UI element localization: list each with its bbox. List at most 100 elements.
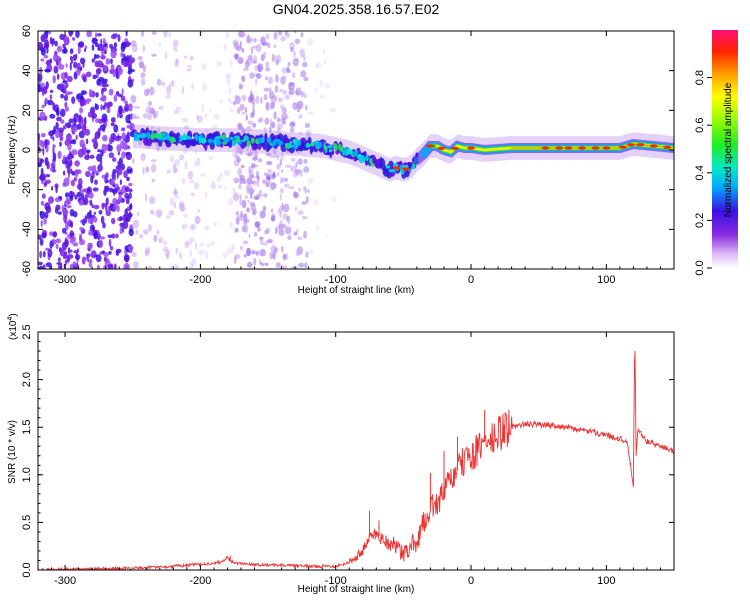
noise-blob <box>140 31 145 37</box>
noise-blob <box>59 83 65 90</box>
noise-blob <box>158 105 164 110</box>
noise-blob <box>48 130 55 137</box>
noise-blob <box>89 242 93 250</box>
noise-blob <box>184 55 187 60</box>
noise-blob <box>69 230 74 238</box>
noise-blob <box>71 96 76 104</box>
spec-y-tick-label: 20 <box>21 104 33 116</box>
colorbar-tick-label: 0.0 <box>694 260 706 275</box>
noise-blob <box>291 72 296 78</box>
noise-blob <box>68 118 75 124</box>
noise-blob <box>240 165 245 169</box>
noise-blob <box>40 133 46 138</box>
noise-blob <box>109 137 113 145</box>
noise-blob <box>274 85 279 93</box>
noise-blob <box>100 215 105 224</box>
noise-blob <box>228 86 232 94</box>
noise-blob <box>118 105 123 115</box>
noise-blob <box>57 150 62 160</box>
noise-blob <box>232 151 235 157</box>
noise-blob <box>70 180 73 185</box>
snr-x-tick-label: -300 <box>54 575 76 587</box>
noise-blob <box>105 210 112 217</box>
noise-blob <box>241 94 247 102</box>
noise-blob <box>324 82 330 89</box>
noise-blob <box>140 78 146 86</box>
noise-blob <box>105 58 111 65</box>
noise-blob <box>145 166 150 173</box>
noise-blob <box>254 222 260 229</box>
noise-blob <box>199 242 205 247</box>
noise-blob <box>76 68 81 76</box>
band-highlight <box>140 132 146 139</box>
noise-blob <box>91 203 94 209</box>
noise-blob <box>96 153 103 162</box>
noise-blob <box>297 236 303 240</box>
noise-blob <box>300 32 304 38</box>
noise-blob <box>102 134 108 142</box>
snr-y-tick-label: 0.5 <box>21 515 33 530</box>
noise-blob <box>226 76 231 85</box>
noise-blob <box>44 97 48 105</box>
noise-blob <box>172 39 179 48</box>
noise-blob <box>239 40 242 49</box>
noise-blob <box>76 62 81 69</box>
noise-blob <box>88 88 93 98</box>
noise-blob <box>74 194 78 200</box>
noise-blob <box>129 113 133 120</box>
noise-blob <box>125 196 128 205</box>
noise-blob <box>82 188 87 192</box>
band-hotspot <box>437 146 446 150</box>
noise-blob <box>122 53 126 58</box>
noise-blob <box>75 31 80 39</box>
band-highlight <box>250 137 255 144</box>
band-blob <box>176 132 181 138</box>
band-highlight <box>231 139 237 147</box>
band-highlight <box>246 140 250 148</box>
noise-blob <box>96 60 104 68</box>
band-hotspot <box>541 146 550 150</box>
noise-blob <box>74 160 80 167</box>
noise-blob <box>322 48 325 55</box>
band-highlight <box>297 139 302 146</box>
noise-blob <box>252 122 257 128</box>
noise-blob <box>247 120 253 125</box>
noise-blob <box>113 177 117 180</box>
snr-y-tick-label: 1.0 <box>21 467 33 482</box>
snr-y-tick-label: 0.0 <box>21 562 33 577</box>
noise-blob <box>53 144 56 148</box>
noise-blob <box>225 31 229 39</box>
noise-blob <box>283 183 290 188</box>
noise-blob <box>267 168 272 174</box>
snr-x-tick-label: -100 <box>325 575 347 587</box>
noise-blob <box>64 91 71 96</box>
noise-blob <box>78 130 85 139</box>
noise-blob <box>66 166 71 174</box>
noise-blob <box>244 195 248 199</box>
noise-blob <box>288 91 292 95</box>
noise-blob <box>118 93 123 98</box>
noise-blob <box>77 42 83 48</box>
noise-blob <box>93 211 96 215</box>
noise-blob <box>49 36 53 45</box>
band-hotspot <box>618 145 627 149</box>
noise-blob <box>193 182 200 190</box>
noise-blob <box>197 209 201 213</box>
noise-blob <box>288 186 295 190</box>
noise-blob <box>242 178 246 185</box>
noise-blob <box>152 110 156 119</box>
noise-blob <box>255 95 260 104</box>
noise-blob <box>197 115 203 123</box>
band-highlight <box>133 131 138 139</box>
noise-blob <box>88 209 92 219</box>
snr-y-tick-label: 1.5 <box>21 420 33 435</box>
noise-blob <box>131 252 137 257</box>
noise-blob <box>56 59 59 66</box>
noise-blob <box>140 153 146 162</box>
noise-blob <box>249 72 255 79</box>
noise-blob <box>108 88 114 96</box>
noise-blob <box>108 251 112 255</box>
noise-blob <box>41 104 45 109</box>
noise-blob <box>295 87 302 96</box>
noise-blob <box>96 264 100 269</box>
